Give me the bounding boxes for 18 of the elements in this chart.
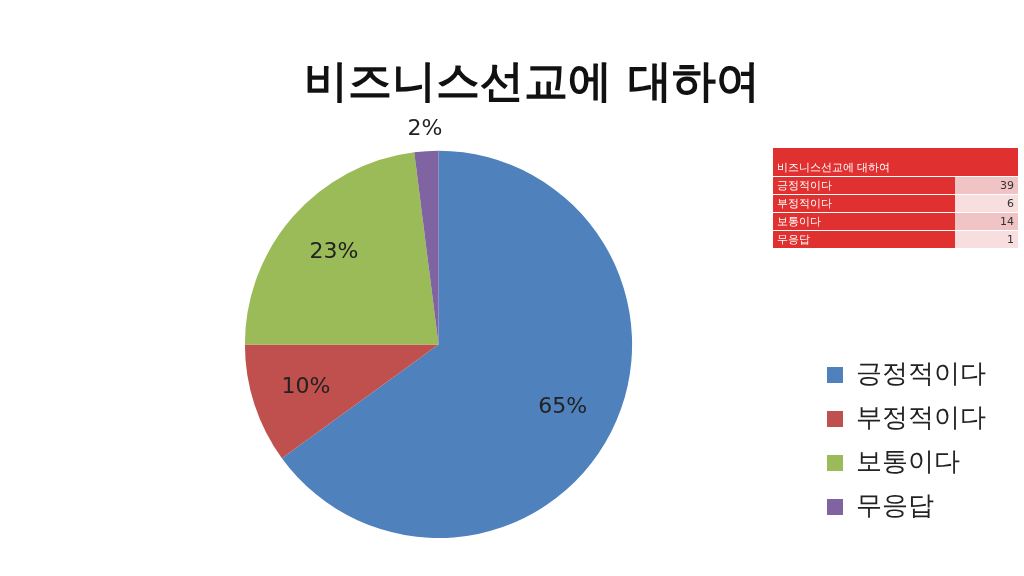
- text: 비즈니스선교에 대하여: [773, 148, 1018, 177]
- text: 39: [954, 176, 1018, 195]
- legend-label: 무응답: [856, 489, 934, 520]
- text: 14: [954, 212, 1018, 231]
- text: 1: [954, 230, 1018, 249]
- data-label: 23%: [309, 237, 359, 263]
- text: 6: [954, 194, 1018, 213]
- legend-label: 부정적이다: [856, 401, 986, 432]
- legend-label: 긍정적이다: [856, 357, 986, 388]
- category-label: 부정적이다: [777, 197, 832, 210]
- legend-label: 보통이다: [856, 445, 960, 476]
- data-label: 10%: [281, 373, 331, 399]
- chart-title: 비즈니스선교에 대하여: [304, 54, 760, 106]
- category-label: 무응답: [777, 233, 810, 246]
- data-label: 65%: [538, 393, 588, 419]
- category-label: 긍정적이다: [777, 179, 832, 192]
- data-label: 2%: [407, 114, 443, 140]
- category-label: 보통이다: [777, 215, 821, 228]
